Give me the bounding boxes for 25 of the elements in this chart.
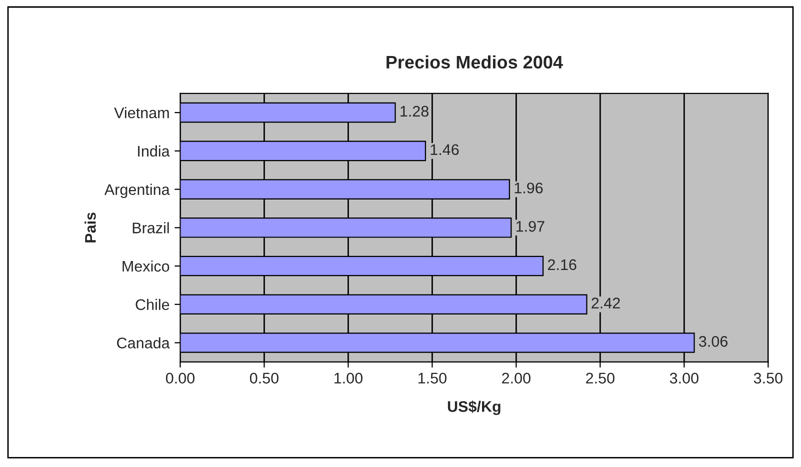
x-tick-label: 3.00 — [670, 372, 698, 384]
x-tick-label: 0.00 — [166, 372, 194, 384]
y-tick-label: Chile — [136, 298, 170, 310]
x-tick-label: 0.50 — [250, 372, 278, 384]
x-axis-title: US$/Kg — [448, 400, 500, 416]
data-label: 1.96 — [514, 182, 543, 194]
data-label: 3.06 — [698, 336, 728, 347]
y-tick-label: Vietnam — [114, 107, 169, 118]
y-tick-label: Canada — [117, 337, 170, 348]
y-axis-title: Pais — [84, 212, 96, 242]
y-tick-label: India — [138, 145, 170, 157]
chart-title: Precios Medios 2004 — [386, 55, 563, 69]
x-tick-label: 1.50 — [418, 372, 446, 384]
data-label: 2.42 — [592, 298, 620, 308]
data-label: 1.97 — [516, 220, 544, 232]
data-label: 1.28 — [400, 106, 428, 117]
x-tick-label: 3.50 — [754, 372, 782, 384]
y-tick-label: Brazil — [132, 222, 169, 234]
x-tick-label: 2.00 — [502, 372, 530, 384]
y-tick-label: Mexico — [122, 260, 170, 272]
y-tick-label: Argentina — [104, 184, 170, 198]
data-label: 1.46 — [430, 144, 459, 156]
x-tick-label: 1.00 — [334, 372, 362, 384]
data-label: 2.16 — [548, 259, 576, 270]
x-tick-label: 2.50 — [586, 372, 614, 384]
